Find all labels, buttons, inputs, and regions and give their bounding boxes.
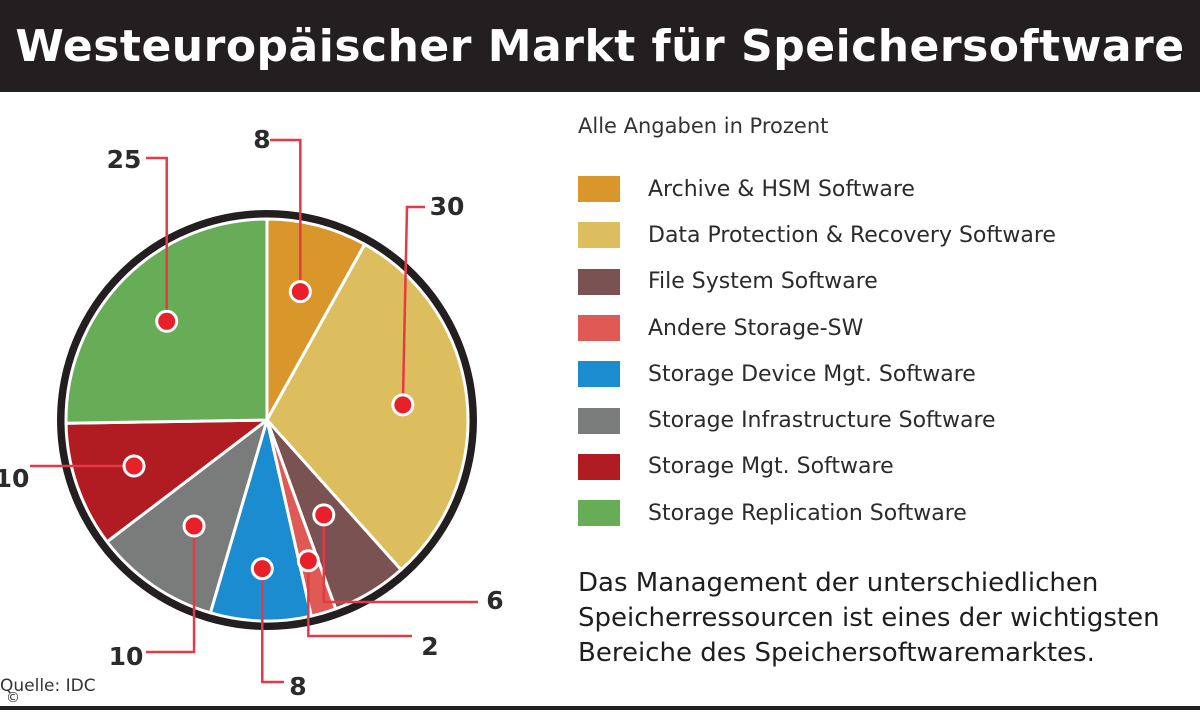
legend-title: Alle Angaben in Prozent (578, 114, 829, 138)
legend-swatch (578, 407, 620, 434)
title-bar: Westeuropäischer Markt für Speichersoftw… (0, 0, 1200, 92)
legend-swatch (578, 176, 620, 203)
leader-line (401, 205, 425, 405)
legend-item: Archive & HSM Software (578, 166, 1056, 212)
legend-item: Data Protection & Recovery Software (578, 212, 1056, 258)
data-label: 8 (289, 672, 306, 701)
bottom-rule (0, 706, 1200, 710)
data-label: 10 (0, 464, 29, 493)
legend-swatch (578, 361, 620, 388)
legend-item: Storage Infrastructure Software (578, 397, 1056, 443)
legend-item: Storage Mgt. Software (578, 444, 1056, 490)
pie-chart: 8 30 6 2 8 10 10 25 (0, 125, 504, 701)
data-label: 25 (107, 145, 142, 174)
pie-slice (64, 418, 269, 544)
data-label: 30 (430, 192, 465, 221)
leader-line (261, 568, 284, 684)
source-text: Quelle: IDC (0, 676, 96, 696)
note-text: Das Management der unterschiedlichen Spe… (578, 566, 1198, 671)
legend-item: Storage Device Mgt. Software (578, 351, 1056, 397)
data-point-dot (250, 557, 274, 581)
legend-label: Storage Replication Software (648, 500, 967, 526)
note-line: Speicherressourcen ist eines der wichtig… (578, 603, 1160, 633)
legend-item: Storage Replication Software (578, 490, 1056, 536)
data-point-dot (296, 549, 320, 573)
data-point-dot (122, 454, 146, 478)
legend: Archive & HSM Software Data Protection & … (578, 166, 1056, 536)
data-point-dot (288, 280, 312, 304)
data-label: 2 (421, 632, 438, 661)
data-label: 10 (109, 642, 144, 671)
leader-line (146, 156, 168, 322)
legend-label: Storage Device Mgt. Software (648, 361, 976, 387)
data-point-dot (312, 503, 336, 527)
legend-item: Andere Storage-SW (578, 305, 1056, 351)
legend-item: File System Software (578, 259, 1056, 305)
pie-slice (265, 217, 367, 422)
data-point-dot (182, 514, 206, 538)
copyright-mark: © (6, 690, 20, 706)
pie-slice (265, 242, 470, 572)
leader-line (322, 514, 478, 604)
data-label: 6 (486, 586, 503, 615)
data-label: 8 (253, 125, 270, 154)
leader-line (307, 560, 412, 638)
legend-label: Storage Mgt. Software (648, 454, 894, 480)
legend-label: Andere Storage-SW (648, 315, 864, 341)
data-point-dot (391, 393, 415, 417)
note-line: Das Management der unterschiedlichen (578, 568, 1099, 598)
pie-slice (105, 418, 269, 615)
chart-title: Westeuropäischer Markt für Speichersoftw… (15, 20, 1185, 72)
legend-label: File System Software (648, 269, 878, 295)
leader-line (146, 525, 196, 654)
note-line: Bereiche des Speichersoftwaremarktes. (578, 638, 1095, 668)
legend-label: Data Protection & Recovery Software (648, 222, 1056, 248)
leader-line (270, 138, 302, 292)
legend-swatch (578, 500, 620, 527)
legend-swatch (578, 222, 620, 249)
legend-label: Archive & HSM Software (648, 176, 915, 202)
data-point-dot (155, 309, 179, 333)
source-note: Quelle: IDC (0, 676, 96, 696)
legend-swatch (578, 453, 620, 480)
legend-swatch (578, 315, 620, 342)
legend-swatch (578, 268, 620, 295)
legend-label: Storage Infrastructure Software (648, 408, 996, 434)
